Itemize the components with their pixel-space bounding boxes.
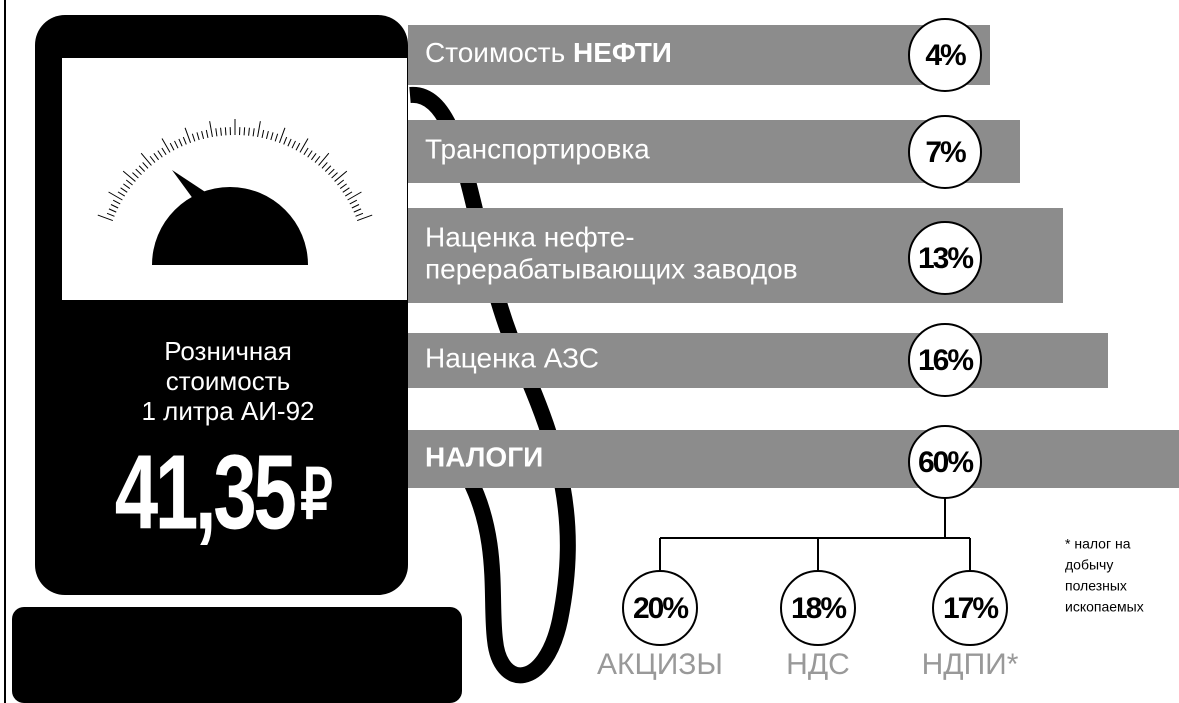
percent: 16%	[918, 344, 973, 377]
item-label-text: Транспортировка	[425, 134, 650, 165]
pump-label: стоимость	[166, 366, 290, 396]
item-label: Наценка нефте-	[425, 222, 635, 253]
price-value: 41,35	[115, 432, 296, 550]
price-currency: ₽	[300, 456, 332, 533]
item-label-text: Стоимость	[425, 37, 573, 68]
tax-label: НДС	[786, 648, 850, 681]
tax-label: НДПИ*	[922, 648, 1019, 681]
percent: 17%	[943, 592, 998, 625]
item-emphasis: НЕФТИ	[573, 37, 672, 68]
item-label: Транспортировка	[425, 134, 650, 165]
footnote-line: полезных	[1065, 578, 1127, 594]
percent: 7%	[925, 136, 966, 169]
item-label: перерабатывающих заводов	[425, 254, 798, 285]
footnote-line: * налог на	[1065, 536, 1131, 552]
item-emphasis: НАЛОГИ	[425, 441, 543, 472]
tax-label: АКЦИЗЫ	[597, 648, 723, 681]
footnote-line: добычу	[1065, 557, 1113, 573]
gauge-tick	[244, 127, 245, 135]
item-label-text: Наценка нефте-	[425, 222, 635, 253]
gauge-tick	[225, 127, 226, 135]
item-label-text: Наценка АЗС	[425, 343, 599, 374]
infographic: Розничнаястоимость1 литра АИ-92 41,35₽ Ст…	[0, 0, 1179, 703]
percent: 60%	[918, 446, 973, 479]
item-label-text: перерабатывающих заводов	[425, 254, 798, 285]
pump-label: Розничная	[164, 336, 292, 366]
tax-items: 20% АКЦИЗЫ 18% НДС 17% НДПИ*	[597, 498, 1019, 681]
item-label: Наценка АЗС	[425, 343, 599, 374]
percent: 18%	[791, 592, 846, 625]
pump-label: 1 литра АИ-92	[141, 396, 314, 426]
footnote: * налог на добычу полезных ископаемых	[1065, 536, 1144, 615]
cost-items: Стоимость НЕФТИ 4% Транспортировка 7% Наценк…	[408, 19, 1179, 498]
footnote-line: ископаемых	[1065, 599, 1144, 615]
percent: 13%	[918, 242, 973, 275]
percent: 20%	[633, 592, 688, 625]
percent: 4%	[925, 39, 966, 72]
pump-base	[12, 607, 462, 703]
item-label: Стоимость НЕФТИ	[425, 37, 672, 68]
